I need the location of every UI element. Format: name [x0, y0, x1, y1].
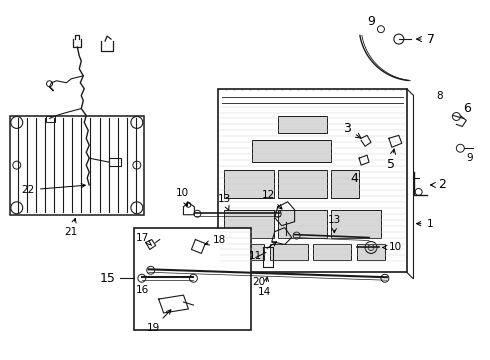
Bar [357, 244, 385, 260]
Text: 13: 13 [218, 194, 231, 210]
Text: 2: 2 [430, 179, 446, 192]
Text: 15: 15 [100, 272, 116, 285]
Text: 3: 3 [343, 122, 361, 138]
Text: 14: 14 [258, 277, 271, 297]
Text: 13: 13 [328, 215, 341, 233]
Text: 7: 7 [416, 33, 435, 46]
Bar [314, 244, 351, 260]
Bar [278, 170, 327, 198]
Bar [331, 170, 359, 198]
Text: 9: 9 [466, 153, 473, 163]
Bar [218, 89, 407, 272]
Bar [224, 210, 274, 238]
Bar [252, 140, 331, 162]
Text: 11: 11 [248, 242, 276, 261]
Text: 17: 17 [136, 233, 151, 245]
Text: 18: 18 [205, 234, 226, 245]
Bar [278, 116, 327, 133]
Text: 5: 5 [387, 149, 395, 171]
Text: 20: 20 [252, 277, 266, 287]
Text: 19: 19 [147, 310, 171, 333]
Bar [10, 116, 144, 215]
Text: 4: 4 [350, 172, 358, 185]
Text: 21: 21 [65, 219, 78, 237]
Text: 6: 6 [464, 102, 471, 115]
Bar [270, 244, 308, 260]
Text: 1: 1 [416, 219, 433, 229]
Circle shape [368, 244, 374, 251]
Bar [331, 210, 381, 238]
Text: 8: 8 [437, 91, 443, 101]
Bar [109, 158, 121, 166]
Bar [278, 210, 327, 238]
Text: 10: 10 [176, 188, 189, 206]
Text: 10: 10 [383, 243, 402, 252]
Text: 9: 9 [367, 15, 375, 28]
Bar [134, 228, 251, 330]
Bar [46, 116, 55, 122]
Bar [226, 244, 264, 260]
Text: 12: 12 [262, 190, 282, 209]
Text: 22: 22 [22, 184, 85, 195]
Bar [224, 170, 274, 198]
Text: 16: 16 [136, 285, 149, 295]
